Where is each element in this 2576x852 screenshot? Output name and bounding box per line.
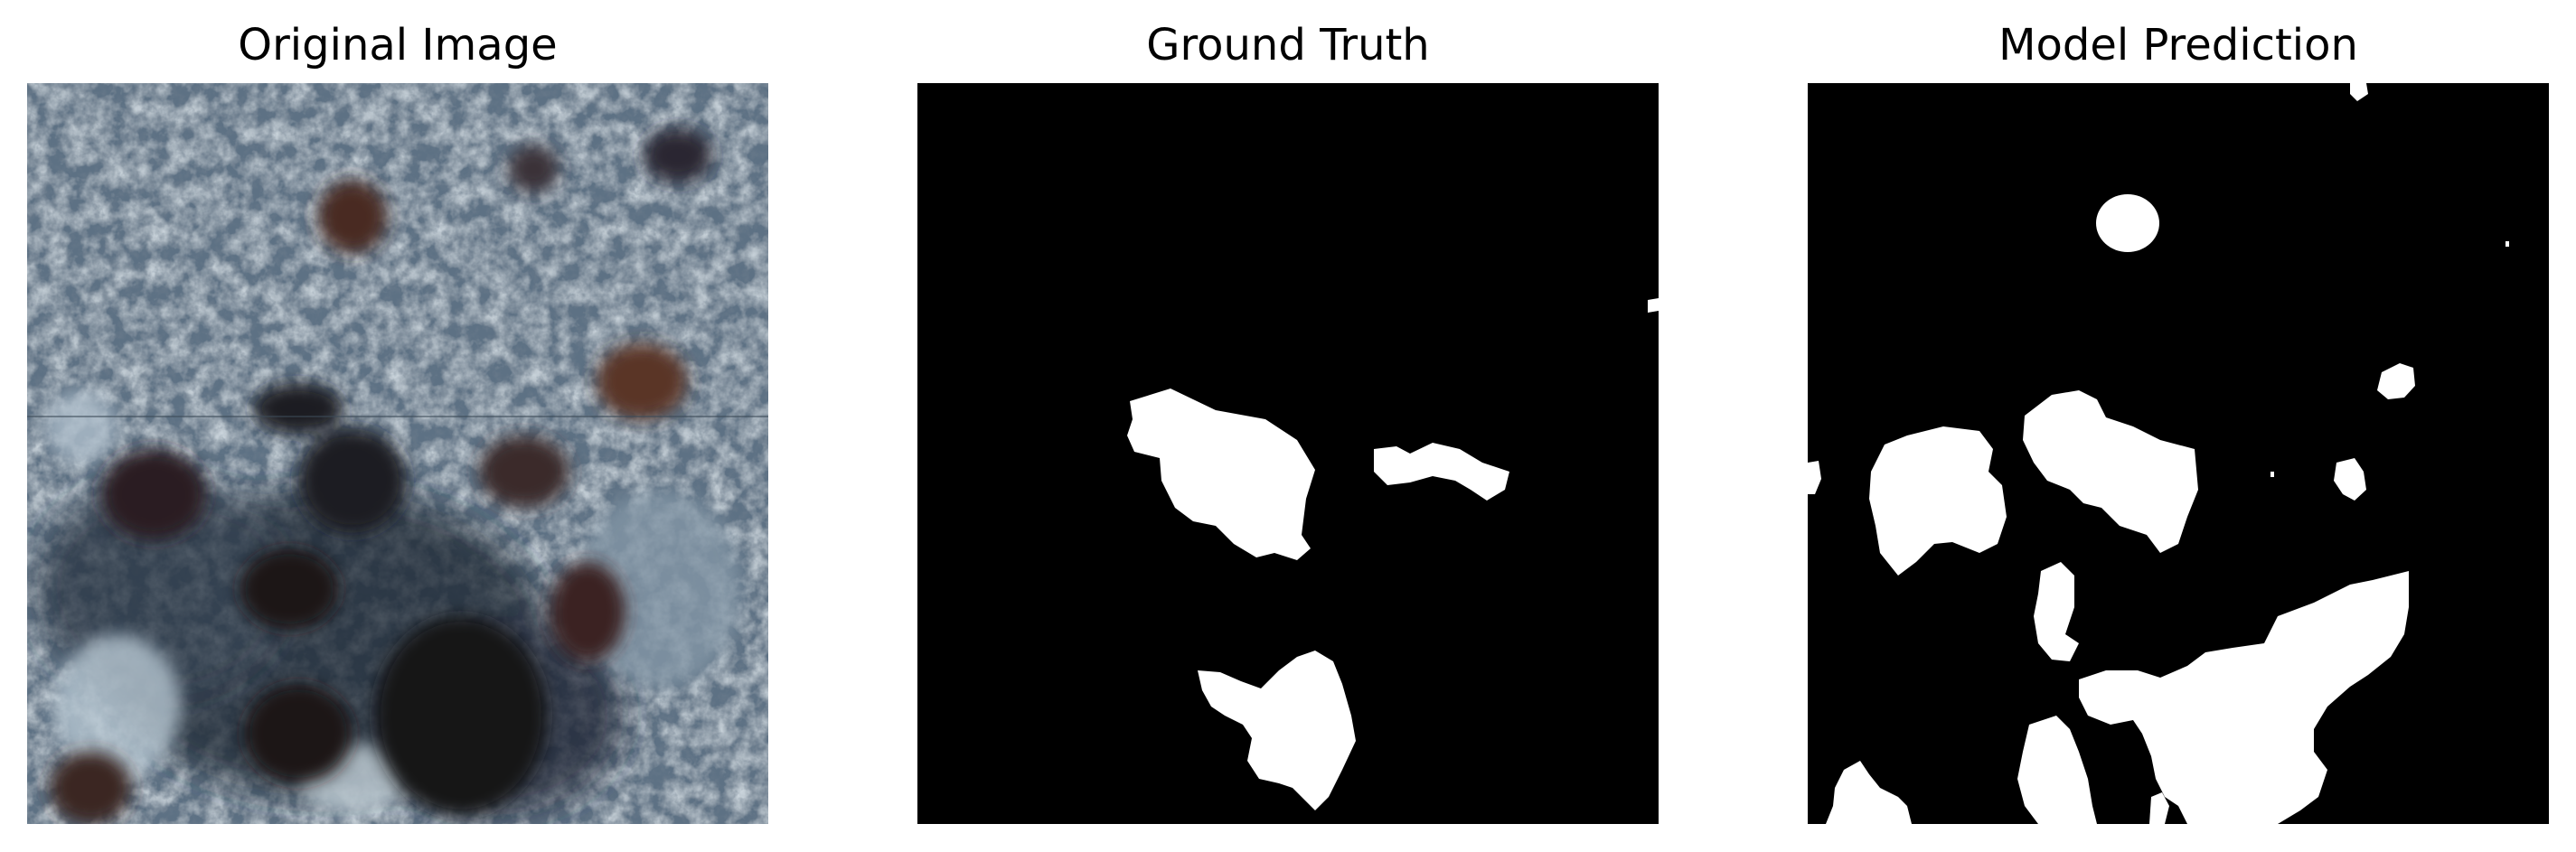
- panel-title-prediction: Model Prediction: [1998, 20, 2358, 70]
- nucleus-5: [298, 428, 407, 533]
- nucleus-4: [101, 449, 206, 539]
- ground-truth-mask: [917, 83, 1659, 824]
- pred-blob-bottom-mid: [2017, 716, 2097, 824]
- truth-blob-2: [1374, 443, 1509, 501]
- panel-title-truth: Ground Truth: [1146, 20, 1430, 70]
- light-streak-1: [54, 634, 181, 779]
- nucleus-10: [244, 684, 353, 783]
- panel-title-original: Original Image: [238, 20, 558, 70]
- nucleus-2: [597, 343, 687, 419]
- nucleus-11: [50, 752, 131, 824]
- pred-blob-tall: [2034, 562, 2079, 661]
- pred-blob-left-edge: [1808, 461, 1821, 494]
- ground-truth-svg: [917, 83, 1659, 824]
- pred-blob-large-bottom: [2079, 571, 2409, 824]
- nucleus-7: [550, 562, 625, 661]
- nucleus-9: [375, 616, 547, 815]
- prediction-mask: [1808, 83, 2549, 824]
- panel-ground-truth: Ground Truth: [917, 0, 1659, 852]
- light-streak-3: [45, 390, 118, 463]
- nucleus-6: [479, 435, 569, 508]
- truth-blob-4: [1648, 298, 1659, 313]
- pred-blob-small-right: [2377, 363, 2415, 399]
- nucleus-1: [318, 181, 387, 253]
- truth-blob-1: [1127, 389, 1315, 560]
- original-image: [27, 83, 768, 824]
- nucleus-8: [240, 548, 339, 630]
- panel-model-prediction: Model Prediction: [1808, 0, 2549, 852]
- tile-seam: [27, 416, 768, 417]
- pred-speck-2: [2270, 472, 2274, 477]
- pred-blob-top-edge: [2350, 83, 2368, 101]
- pred-speck-1: [2505, 241, 2509, 247]
- nucleus-13: [644, 128, 712, 183]
- pred-blob-bottom-left: [1826, 761, 1912, 824]
- truth-blob-3: [1198, 651, 1356, 810]
- pred-blob-bottom-spur: [2149, 792, 2169, 824]
- nucleus-3: [253, 383, 343, 434]
- pred-blob-dot-right: [2334, 458, 2366, 501]
- pred-blob-round: [2096, 194, 2159, 252]
- pred-blob-center: [2023, 390, 2198, 553]
- nucleus-12: [508, 145, 559, 192]
- panel-original-image: Original Image: [27, 0, 768, 852]
- pred-blob-left: [1869, 426, 2007, 576]
- original-image-svg: [27, 83, 768, 824]
- prediction-svg: [1808, 83, 2549, 824]
